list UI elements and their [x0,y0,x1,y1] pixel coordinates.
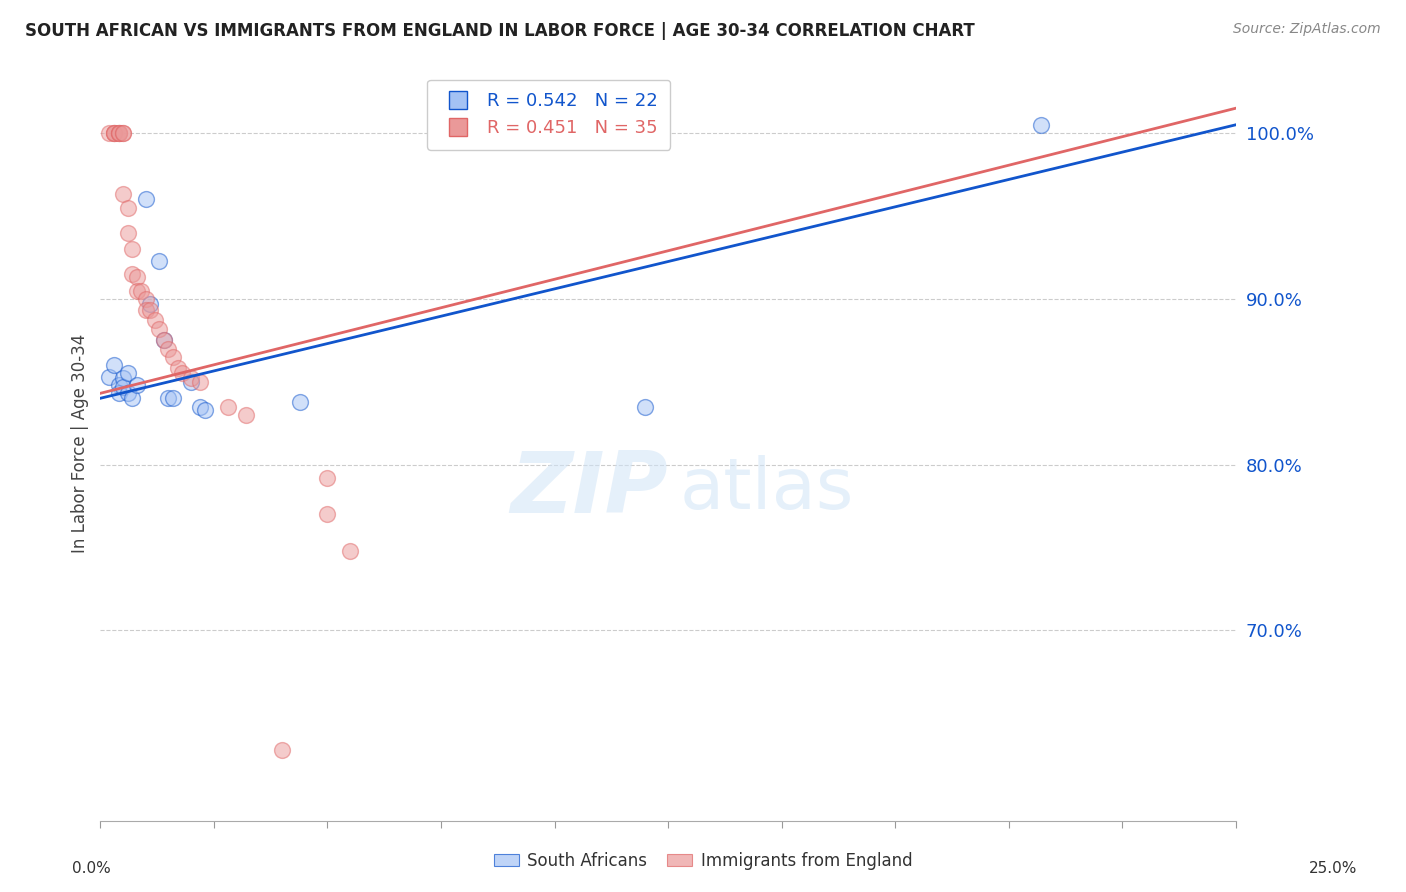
Point [153,333,176,347]
Text: Source: ZipAtlas.com: Source: ZipAtlas.com [1233,22,1381,37]
Y-axis label: In Labor Force | Age 30-34: In Labor Force | Age 30-34 [72,334,89,554]
Point [129,284,152,298]
Point [235,408,257,422]
Point [135,303,157,318]
Point [316,508,339,522]
Point [98,369,121,384]
Point [117,201,139,215]
Point [162,350,184,364]
Point [107,378,129,392]
Point [339,543,361,558]
Point [166,361,188,376]
Point [180,375,202,389]
Point [172,367,194,381]
Point [112,126,135,140]
Point [153,333,176,347]
Point [107,126,129,140]
Text: SOUTH AFRICAN VS IMMIGRANTS FROM ENGLAND IN LABOR FORCE | AGE 30-34 CORRELATION : SOUTH AFRICAN VS IMMIGRANTS FROM ENGLAND… [25,22,974,40]
Legend: South Africans, Immigrants from England: South Africans, Immigrants from England [488,846,918,877]
Point [271,742,294,756]
Point [634,400,657,414]
Point [117,367,139,381]
Point [135,192,157,206]
Point [157,342,180,356]
Point [143,313,166,327]
Point [112,187,135,202]
Point [103,358,125,372]
Text: 25.0%: 25.0% [1309,862,1357,876]
Point [194,403,217,417]
Point [290,394,312,409]
Text: 0.0%: 0.0% [72,862,111,876]
Point [107,126,129,140]
Point [180,371,202,385]
Point [117,226,139,240]
Legend: R = 0.542   N = 22, R = 0.451   N = 35: R = 0.542 N = 22, R = 0.451 N = 35 [427,79,671,150]
Point [162,392,184,406]
Point [112,371,135,385]
Point [188,400,211,414]
Point [98,126,121,140]
Point [139,297,162,311]
Point [125,284,148,298]
Point [121,267,143,281]
Point [117,386,139,401]
Point [112,126,135,140]
Point [157,392,180,406]
Point [107,126,129,140]
Point [121,392,143,406]
Point [112,379,135,393]
Point [125,270,148,285]
Point [125,378,148,392]
Point [148,253,170,268]
Point [139,303,162,318]
Point [135,292,157,306]
Point [316,471,339,485]
Point [121,242,143,256]
Point [103,126,125,140]
Point [1029,118,1052,132]
Point [107,386,129,401]
Point [148,321,170,335]
Point [188,375,211,389]
Point [103,126,125,140]
Point [103,126,125,140]
Text: atlas: atlas [679,455,853,524]
Text: ZIP: ZIP [510,448,668,531]
Point [217,400,239,414]
